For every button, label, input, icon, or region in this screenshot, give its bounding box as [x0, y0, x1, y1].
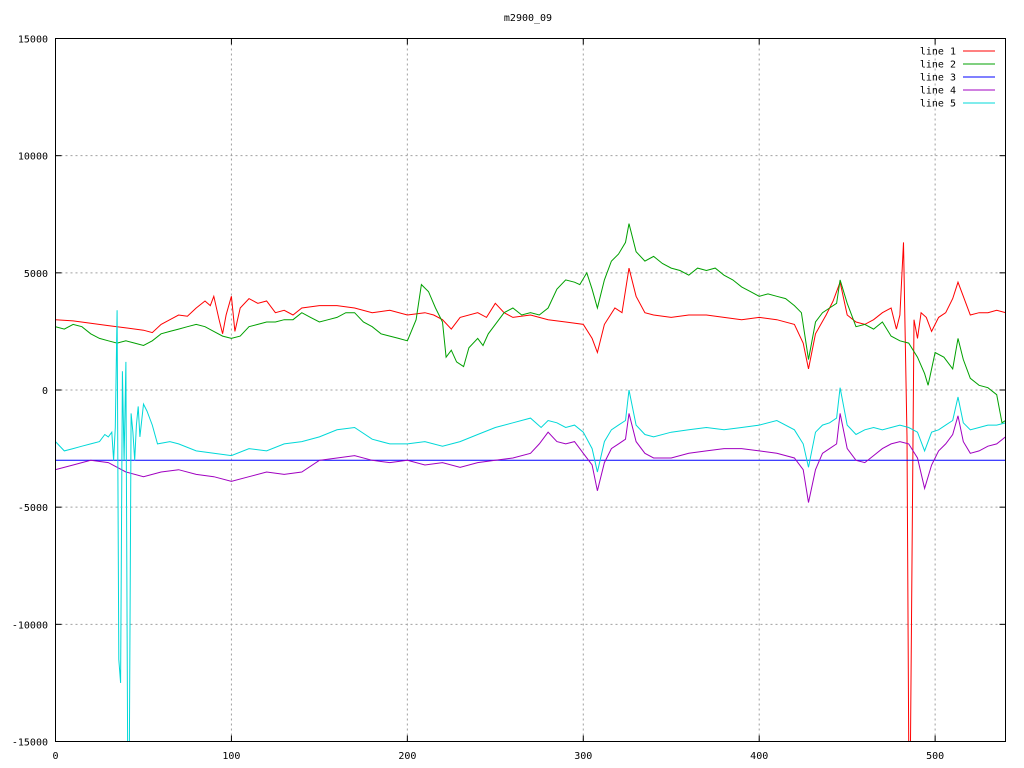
series-line-4 [55, 413, 1006, 503]
series-line-1 [55, 242, 1006, 742]
grid [55, 38, 1006, 742]
y-tick-label: 5000 [24, 269, 48, 280]
y-axis-ticks: -15000 -10000 -5000 0 5000 10000 15000 [12, 35, 1006, 749]
legend-label: line 3 [920, 73, 956, 84]
series-line-5 [55, 310, 1006, 742]
x-tick-label: 200 [398, 751, 416, 762]
y-tick-label: 15000 [18, 35, 48, 46]
legend-label: line 1 [920, 47, 956, 58]
legend: line 1 line 2 line 3 line 4 line 5 [920, 47, 995, 110]
x-tick-label: 0 [52, 751, 58, 762]
x-axis-ticks: 0 100 200 300 400 500 [52, 38, 944, 762]
y-tick-label: -5000 [18, 503, 48, 514]
y-tick-label: 10000 [18, 152, 48, 163]
y-tick-label: -10000 [12, 620, 48, 631]
chart-title: m2900_09 [504, 13, 552, 24]
legend-label: line 4 [920, 86, 956, 97]
y-tick-label: 0 [42, 386, 48, 397]
x-tick-label: 300 [574, 751, 592, 762]
y-tick-label: -15000 [12, 738, 48, 749]
x-tick-label: 100 [222, 751, 240, 762]
legend-label: line 2 [920, 60, 956, 71]
x-tick-label: 500 [926, 751, 944, 762]
series-line-2 [55, 223, 1006, 424]
legend-label: line 5 [920, 99, 956, 110]
x-tick-label: 400 [750, 751, 768, 762]
series-group [55, 223, 1006, 742]
